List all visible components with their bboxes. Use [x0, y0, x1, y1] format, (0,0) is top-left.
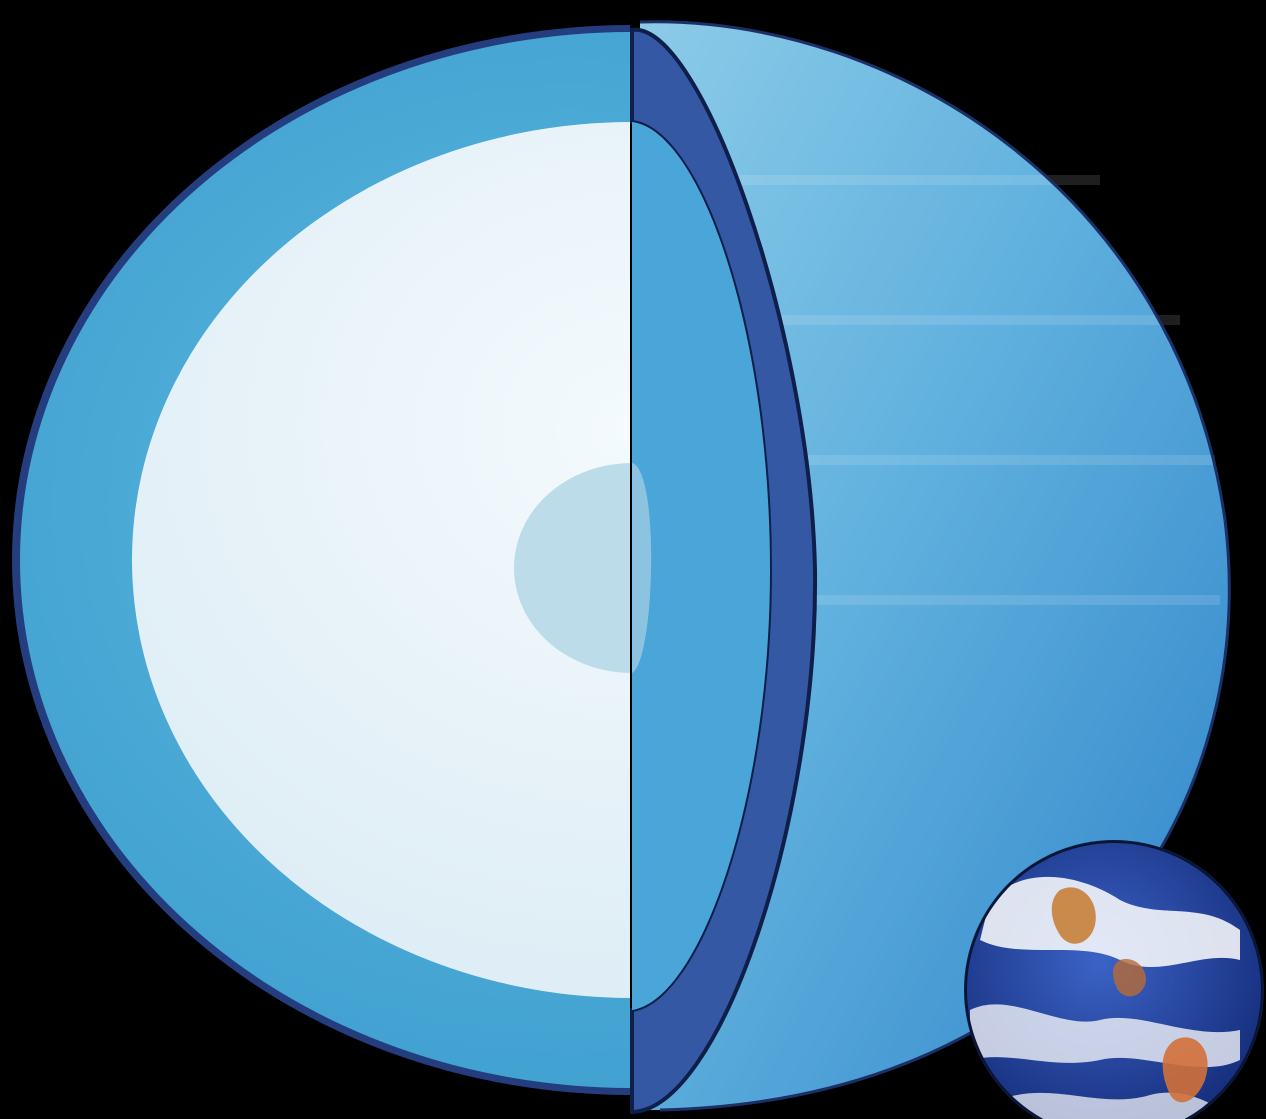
earth-clouds — [980, 876, 1240, 968]
earth-land-north — [1051, 887, 1096, 944]
planet-outer-surface — [640, 21, 1230, 1111]
core-right-half — [632, 463, 652, 673]
earth-land-south — [1162, 1037, 1208, 1103]
core — [514, 463, 630, 673]
earth-for-scale — [964, 840, 1264, 1119]
mantle-layer — [132, 122, 630, 998]
inner-layer-cut — [632, 122, 770, 1010]
cutaway-section — [12, 25, 630, 1095]
